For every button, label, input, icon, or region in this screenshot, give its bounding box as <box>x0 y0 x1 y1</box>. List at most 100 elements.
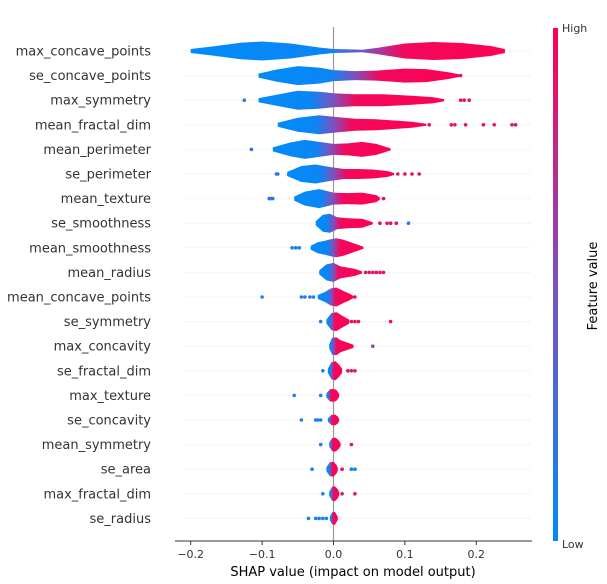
outlier-point <box>458 73 463 78</box>
feature-label: mean_fractal_dim <box>35 118 151 133</box>
feature-label: se_fractal_dim <box>57 364 151 379</box>
outlier-point <box>481 123 486 127</box>
outlier-point <box>321 516 325 521</box>
outlier-point <box>492 123 497 127</box>
outlier-point <box>318 442 323 447</box>
outlier-point <box>353 319 357 324</box>
feature-label: se_perimeter <box>65 168 151 183</box>
outlier-point <box>346 369 350 373</box>
outlier-point <box>458 98 463 102</box>
feature-label: max_fractal_dim <box>43 487 151 502</box>
violin-se_concavity <box>327 414 340 426</box>
violin-se_area <box>326 461 338 477</box>
violin-se_radius <box>329 511 338 525</box>
colorbar-low-label: Low <box>562 538 584 551</box>
outlier-point <box>381 270 386 275</box>
violin-se_concave_points <box>258 66 461 86</box>
violin-max_fractal_dim <box>329 486 340 502</box>
outlier-point <box>311 295 316 299</box>
outlier-point <box>308 295 312 299</box>
x-tick-label: 0.1 <box>396 548 414 561</box>
outlier-point <box>378 270 382 275</box>
violin-mean_fractal_dim <box>277 115 427 135</box>
feature-label: mean_symmetry <box>42 438 152 453</box>
outlier-point <box>349 442 354 447</box>
feature-label: max_concavity <box>54 340 152 355</box>
x-tick-label: −0.1 <box>249 548 276 561</box>
outlier-point <box>260 295 264 299</box>
feature-label: mean_radius <box>67 266 151 281</box>
violin-max_texture <box>326 388 340 402</box>
violin-se_symmetry <box>326 312 350 332</box>
feature-labels: max_concave_points se_concave_points max_s… <box>7 45 152 527</box>
outlier-point <box>249 147 254 152</box>
outlier-point <box>349 369 354 373</box>
feature-label: max_concave_points <box>16 45 152 60</box>
x-axis-title: SHAP value (impact on model output) <box>230 565 475 580</box>
outlier-point <box>394 221 399 225</box>
colorbar: High Low Feature value <box>553 22 601 551</box>
outlier-point <box>316 418 320 422</box>
feature-label: max_symmetry <box>50 94 151 109</box>
outlier-point <box>293 246 298 250</box>
feature-label: mean_perimeter <box>43 143 151 158</box>
outlier-point <box>303 295 307 299</box>
feature-label: se_concave_points <box>29 69 151 84</box>
colorbar-gradient <box>553 28 558 541</box>
outlier-point <box>317 516 322 521</box>
outlier-point <box>396 172 400 176</box>
feature-label: se_area <box>101 463 151 478</box>
outlier-point <box>313 516 318 521</box>
outlier-point <box>340 467 344 472</box>
outlier-point <box>299 295 304 299</box>
outlier-point <box>371 270 375 275</box>
outlier-point <box>388 221 393 225</box>
violin-max_concavity <box>329 337 354 356</box>
outlier-point <box>318 418 323 422</box>
outlier-point <box>453 123 457 127</box>
outlier-point <box>463 123 468 127</box>
outlier-point <box>467 98 472 102</box>
outlier-point <box>513 123 518 127</box>
outlier-point <box>340 492 344 496</box>
violin-mean_smoothness <box>310 238 364 258</box>
outlier-point <box>242 98 247 102</box>
outlier-point <box>310 467 314 472</box>
feature-label: mean_texture <box>61 192 151 207</box>
outlier-point <box>403 172 407 176</box>
outlier-point <box>417 172 422 176</box>
outlier-point <box>510 123 514 127</box>
feature-label: mean_smoothness <box>29 241 151 256</box>
violin-max_concave_points <box>190 41 505 61</box>
violin-se_perimeter <box>287 164 395 184</box>
outlier-point <box>353 492 357 496</box>
x-axis: −0.2 −0.1 0.0 0.1 0.2 <box>175 540 532 561</box>
outlier-point <box>318 393 323 398</box>
outlier-point <box>276 172 280 176</box>
outlier-point <box>271 196 275 201</box>
feature-label: mean_concave_points <box>7 291 151 306</box>
outlier-point <box>406 221 411 225</box>
outlier-point <box>306 516 311 521</box>
violin-mean_radius <box>319 262 363 282</box>
violin-se_smoothness <box>315 213 373 233</box>
violin-mean_concave_points <box>317 287 354 307</box>
outlier-point <box>324 516 329 521</box>
outlier-point <box>378 221 382 225</box>
outlier-point <box>349 319 354 324</box>
outlier-point <box>427 123 432 127</box>
violin-se_fractal_dim <box>327 361 343 381</box>
outlier-point <box>297 246 302 250</box>
outlier-point <box>385 221 389 225</box>
violin-mean_perimeter <box>272 139 391 159</box>
feature-label: se_concavity <box>67 414 151 429</box>
x-tick-label: −0.2 <box>177 548 204 561</box>
feature-label: se_radius <box>90 512 152 527</box>
outlier-point <box>410 172 414 176</box>
violins <box>190 41 518 525</box>
outlier-point <box>371 344 375 349</box>
outlier-point <box>388 319 393 324</box>
outlier-point <box>374 270 379 275</box>
x-tick-label: 0.2 <box>468 548 486 561</box>
